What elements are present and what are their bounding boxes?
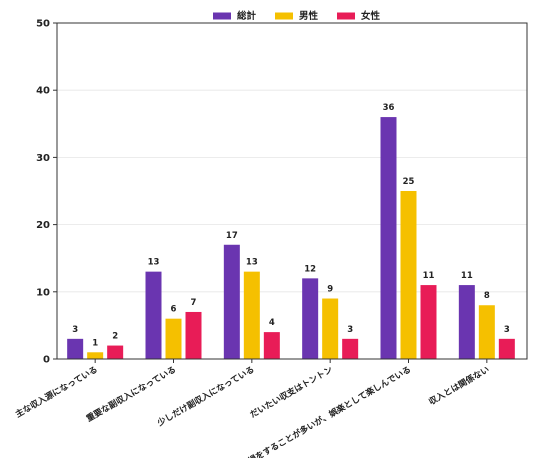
bar-value-label: 17: [226, 231, 238, 241]
x-tick-label: だいたい収支はトントン: [248, 364, 335, 421]
bar-3: [342, 338, 359, 359]
x-tick-label: 収入とは関係ない: [427, 364, 491, 408]
bar-3: [263, 332, 280, 359]
legend: 総計 男性 女性: [213, 10, 381, 22]
bars: [67, 117, 515, 359]
bar-2: [165, 318, 182, 359]
legend-swatch: [337, 12, 355, 20]
axes: 01020304050主な収入源になっている重要な副収入になっている少しだけ副収…: [14, 19, 528, 462]
bar-3: [498, 338, 515, 359]
bar-3: [420, 285, 437, 359]
bar-value-label: 4: [269, 318, 275, 328]
bar-2: [400, 191, 417, 359]
bar-value-label: 12: [304, 264, 316, 274]
y-tick-label: 50: [36, 19, 50, 30]
bar-value-label: 13: [148, 258, 160, 268]
y-tick-label: 0: [43, 355, 50, 366]
x-tick-label: 損をすることが多いが、娯楽として楽しんでいる: [246, 364, 413, 458]
bar-2: [478, 305, 495, 359]
bar-1: [380, 117, 397, 359]
legend-label: 男性: [299, 10, 319, 22]
bar-value-label: 11: [461, 271, 473, 281]
legend-label: 女性: [361, 10, 381, 22]
y-tick-label: 40: [36, 86, 50, 97]
bar-3: [107, 345, 124, 359]
bar-1: [458, 285, 475, 359]
y-tick-label: 10: [36, 287, 50, 298]
bar-value-label: 1: [92, 338, 98, 348]
bar-3: [185, 311, 202, 359]
bar-2: [87, 352, 104, 359]
bar-1: [302, 278, 319, 359]
bar-value-label: 6: [171, 305, 177, 315]
bar-value-label: 3: [504, 325, 510, 335]
bar-value-label: 9: [327, 285, 333, 295]
grid-lines: [57, 89, 527, 293]
bar-value-label: 25: [403, 177, 415, 187]
bar-1: [223, 244, 240, 359]
y-tick-label: 20: [36, 220, 50, 231]
bar-value-label: 3: [347, 325, 353, 335]
bar-value-label: 3: [72, 325, 78, 335]
bar-1: [67, 338, 84, 359]
legend-swatch: [213, 12, 231, 20]
bar-value-label: 2: [112, 332, 118, 342]
x-tick-label: 主な収入源になっている: [14, 364, 100, 420]
y-tick-label: 30: [36, 153, 50, 164]
legend-label: 総計: [237, 10, 257, 22]
plot-frame: [56, 22, 528, 360]
bar-value-label: 13: [246, 258, 258, 268]
legend-swatch: [275, 12, 293, 20]
bar-1: [145, 271, 162, 359]
bar-value-label: 8: [484, 291, 490, 301]
bar-value-label: 7: [191, 298, 197, 308]
bar-value-label: 36: [383, 103, 395, 113]
bar-value-label: 11: [423, 271, 435, 281]
bar-2: [243, 271, 260, 359]
bar-2: [322, 298, 339, 359]
